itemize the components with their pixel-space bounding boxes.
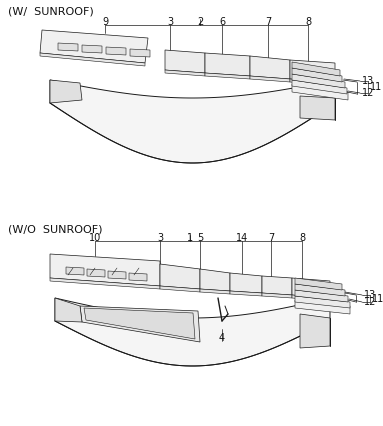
Text: 11: 11 xyxy=(370,82,382,92)
Polygon shape xyxy=(295,284,345,296)
Polygon shape xyxy=(300,314,330,348)
Polygon shape xyxy=(262,276,292,295)
Polygon shape xyxy=(160,286,200,292)
Polygon shape xyxy=(130,49,150,57)
Polygon shape xyxy=(295,300,350,314)
Polygon shape xyxy=(262,293,292,298)
Polygon shape xyxy=(106,47,126,55)
Text: 12: 12 xyxy=(362,88,374,98)
Text: 13: 13 xyxy=(362,76,374,86)
Text: 12: 12 xyxy=(364,297,376,307)
Polygon shape xyxy=(295,290,348,302)
Polygon shape xyxy=(230,291,262,296)
Text: 2: 2 xyxy=(197,17,203,27)
Polygon shape xyxy=(82,45,102,53)
Text: 10: 10 xyxy=(89,233,101,243)
Polygon shape xyxy=(205,73,250,79)
Polygon shape xyxy=(292,278,330,298)
Text: 8: 8 xyxy=(299,233,305,243)
Polygon shape xyxy=(290,79,335,85)
Polygon shape xyxy=(129,273,147,281)
Polygon shape xyxy=(230,273,262,293)
Text: 7: 7 xyxy=(265,17,271,27)
Text: 5: 5 xyxy=(197,233,203,243)
Polygon shape xyxy=(250,56,290,79)
Text: 14: 14 xyxy=(236,233,248,243)
Text: (W/  SUNROOF): (W/ SUNROOF) xyxy=(8,6,94,16)
Polygon shape xyxy=(200,289,230,294)
Polygon shape xyxy=(292,295,330,301)
Polygon shape xyxy=(84,308,195,339)
Text: 4: 4 xyxy=(219,333,225,343)
Polygon shape xyxy=(165,50,205,73)
Polygon shape xyxy=(55,298,330,366)
Polygon shape xyxy=(50,80,335,163)
Polygon shape xyxy=(66,267,84,275)
Polygon shape xyxy=(80,306,200,342)
Text: 13: 13 xyxy=(364,290,376,300)
Polygon shape xyxy=(160,264,200,289)
Polygon shape xyxy=(300,96,335,120)
Polygon shape xyxy=(165,70,205,76)
Text: 8: 8 xyxy=(305,17,311,27)
Polygon shape xyxy=(292,80,347,94)
Polygon shape xyxy=(295,278,342,290)
Polygon shape xyxy=(295,296,350,308)
Polygon shape xyxy=(50,254,160,286)
Polygon shape xyxy=(40,30,148,63)
Polygon shape xyxy=(108,271,126,279)
Text: 1: 1 xyxy=(187,233,193,243)
Text: 3: 3 xyxy=(157,233,163,243)
Polygon shape xyxy=(292,84,348,100)
Polygon shape xyxy=(87,269,105,277)
Polygon shape xyxy=(250,76,290,82)
Polygon shape xyxy=(205,53,250,76)
Polygon shape xyxy=(58,43,78,51)
Text: 11: 11 xyxy=(372,294,383,304)
Polygon shape xyxy=(292,74,345,88)
Polygon shape xyxy=(50,80,82,103)
Polygon shape xyxy=(290,60,335,82)
Text: 9: 9 xyxy=(102,17,108,27)
Polygon shape xyxy=(292,62,340,76)
Polygon shape xyxy=(55,298,82,322)
Text: 6: 6 xyxy=(219,17,225,27)
Polygon shape xyxy=(50,278,160,289)
Text: (W/O  SUNROOF): (W/O SUNROOF) xyxy=(8,224,103,234)
Text: 7: 7 xyxy=(268,233,274,243)
Text: 3: 3 xyxy=(167,17,173,27)
Polygon shape xyxy=(40,53,145,66)
Polygon shape xyxy=(200,269,230,291)
Polygon shape xyxy=(292,68,342,82)
